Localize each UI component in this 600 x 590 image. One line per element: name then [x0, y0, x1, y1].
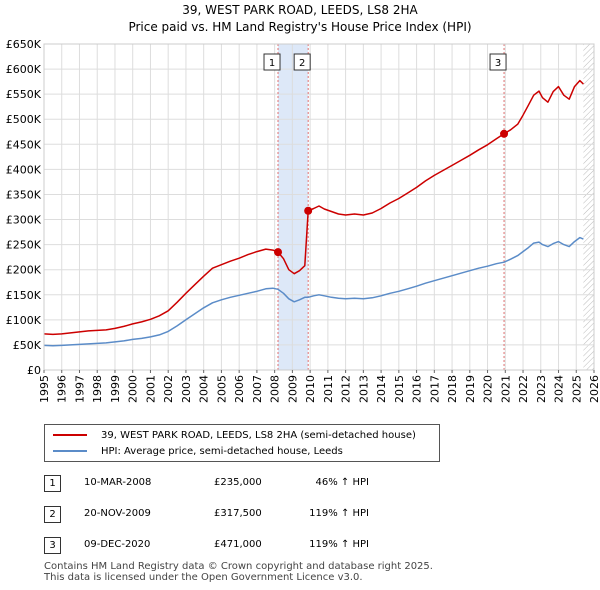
y-tick-label: £500K [6, 113, 42, 126]
x-tick-label: 2007 [251, 375, 264, 403]
legend-label-property: 39, WEST PARK ROAD, LEEDS, LS8 2HA (semi… [101, 429, 416, 441]
y-tick-label: £100K [6, 314, 42, 327]
x-tick-label: 2024 [553, 375, 566, 403]
sale-label-box [263, 53, 281, 71]
transaction-number: 2 [44, 506, 61, 523]
x-tick-label: 1997 [73, 375, 86, 403]
table-row: 2 20-NOV-2009 £317,500 119% ↑ HPI [44, 506, 464, 524]
x-tick-label: 2012 [340, 375, 353, 403]
y-tick-label: £50K [13, 339, 42, 352]
x-tick-label: 2025 [570, 375, 583, 403]
x-tick-label: 2003 [180, 375, 193, 403]
x-tick-label: 2020 [482, 375, 495, 403]
legend-item-hpi: HPI: Average price, semi-detached house,… [53, 444, 343, 458]
x-tick-label: 2013 [357, 375, 370, 403]
sale-label: 2 [299, 58, 305, 69]
legend-item-property: 39, WEST PARK ROAD, LEEDS, LS8 2HA (semi… [53, 428, 416, 442]
sale-point [304, 206, 313, 215]
x-tick-label: 2026 [588, 375, 600, 403]
x-tick-label: 2016 [411, 375, 424, 403]
x-tick-label: 2019 [464, 375, 477, 403]
y-tick-label: £0 [27, 364, 41, 377]
legend-swatch-property [53, 434, 87, 436]
x-tick-label: 2010 [304, 375, 317, 403]
y-tick-label: £250K [6, 239, 42, 252]
legend: 39, WEST PARK ROAD, LEEDS, LS8 2HA (semi… [44, 424, 440, 462]
x-tick-label: 1998 [91, 375, 104, 403]
x-tick-label: 2015 [393, 375, 406, 403]
x-tick-label: 2000 [127, 375, 140, 403]
x-tick-label: 2002 [162, 375, 175, 403]
x-tick-label: 2017 [428, 375, 441, 403]
transaction-date: 10-MAR-2008 [84, 477, 152, 488]
sale-label: 1 [269, 58, 275, 69]
y-tick-label: £600K [6, 63, 42, 76]
property-price-line [43, 79, 584, 336]
x-tick-label: 2004 [198, 375, 211, 403]
x-tick-label: 2008 [269, 375, 282, 403]
sale-label-box [489, 53, 507, 71]
footer-copyright: Contains HM Land Registry data © Crown c… [44, 561, 433, 572]
y-tick-label: £200K [6, 264, 42, 277]
sale-period-shade [278, 44, 309, 370]
plot-area [44, 44, 594, 370]
y-tick-label: £300K [6, 214, 42, 227]
x-tick-label: 2023 [535, 375, 548, 403]
x-tick-label: 2001 [144, 375, 157, 403]
transaction-hpi: 119% ↑ HPI [309, 539, 369, 550]
price-chart: 1 2 3 £0 £50K £100K £150K £200K £250K £300K £350K £… [6, 38, 600, 403]
legend-label-hpi: HPI: Average price, semi-detached house,… [101, 445, 343, 457]
footer: Contains HM Land Registry data © Crown c… [44, 561, 433, 583]
x-tick-label: 2018 [446, 375, 459, 403]
x-tick-label: 2005 [215, 375, 228, 403]
x-tick-label: 2009 [286, 375, 299, 403]
transaction-date: 09-DEC-2020 [84, 539, 151, 550]
transaction-price: £317,500 [214, 508, 262, 519]
legend-swatch-hpi [53, 450, 87, 452]
x-tick-label: 1995 [38, 375, 51, 403]
transaction-hpi: 46% ↑ HPI [315, 477, 369, 488]
y-tick-label: £400K [6, 163, 42, 176]
transaction-price: £235,000 [214, 477, 262, 488]
y-tick-label: £350K [6, 188, 42, 201]
x-tick-label: 1996 [56, 375, 69, 403]
chart-title: 39, WEST PARK ROAD, LEEDS, LS8 2HA [182, 3, 418, 17]
y-tick-label: £550K [6, 88, 42, 101]
y-tick-label: £450K [6, 138, 42, 151]
transaction-date: 20-NOV-2009 [84, 508, 151, 519]
transaction-number: 1 [44, 475, 61, 492]
transaction-number: 3 [44, 537, 61, 554]
sale-label: 3 [495, 58, 501, 69]
transaction-hpi: 119% ↑ HPI [309, 508, 369, 519]
chart-subtitle: Price paid vs. HM Land Registry's House … [128, 20, 472, 34]
plot-frame [43, 43, 595, 371]
x-tick-label: 2021 [499, 375, 512, 403]
sale-point [500, 129, 509, 138]
sale-point [274, 248, 283, 257]
x-tick-label: 2011 [322, 375, 335, 403]
hpi-line [43, 236, 584, 347]
transaction-price: £471,000 [214, 539, 262, 550]
x-tick-label: 2014 [375, 375, 388, 403]
x-tick-label: 2006 [233, 375, 246, 403]
table-row: 1 10-MAR-2008 £235,000 46% ↑ HPI [44, 475, 464, 493]
x-tick-label: 1999 [109, 375, 122, 403]
y-tick-label: £650K [6, 38, 42, 51]
sale-label-box [293, 53, 311, 71]
y-tick-label: £150K [6, 289, 42, 302]
x-tick-label: 2022 [517, 375, 530, 403]
table-row: 3 09-DEC-2020 £471,000 119% ↑ HPI [44, 537, 464, 555]
footer-licence: This data is licensed under the Open Gov… [44, 572, 363, 583]
forecast-hatch [583, 44, 594, 370]
